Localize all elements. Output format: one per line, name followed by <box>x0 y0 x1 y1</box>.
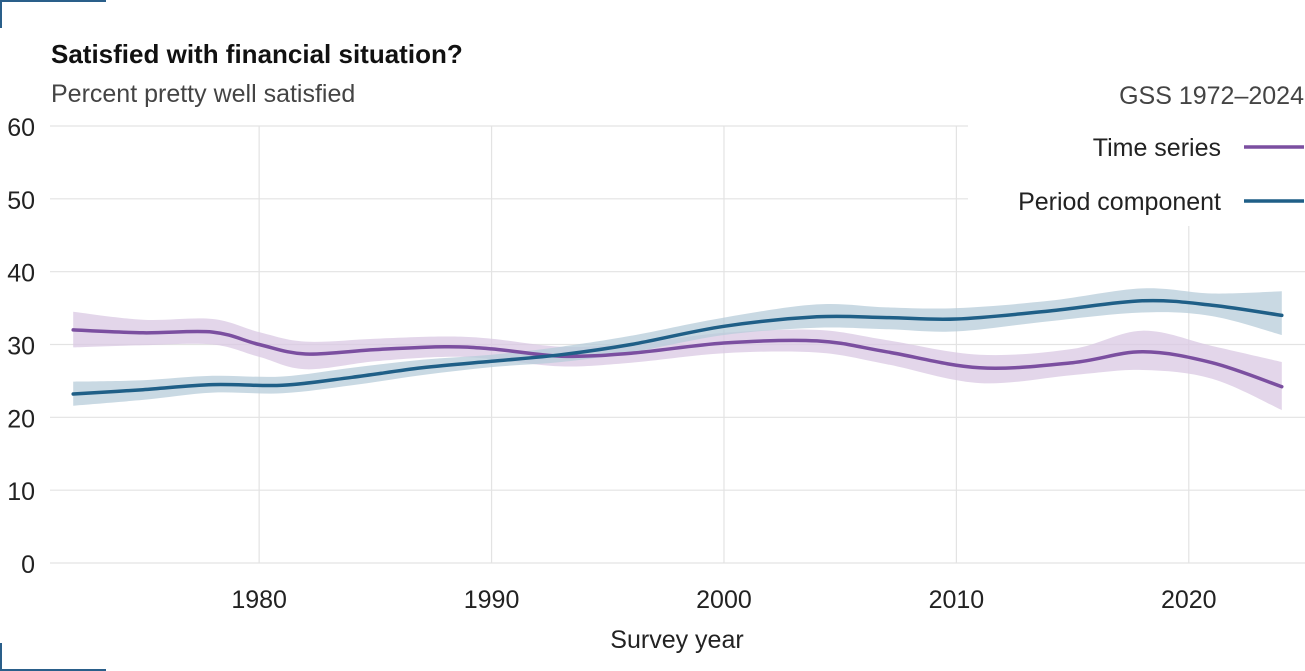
y-tick-label: 0 <box>21 551 35 579</box>
y-tick-label: 50 <box>7 187 35 215</box>
y-tick-label: 10 <box>7 478 35 506</box>
chart-subtitle: Percent pretty well satisfied <box>51 80 355 108</box>
x-tick-label: 2010 <box>929 586 985 614</box>
y-tick-label: 20 <box>7 405 35 433</box>
axes: 0 10 20 30 40 50 60 1980 1990 2000 2010 2020 <box>7 114 1216 614</box>
corner-mark-bottom-vertical <box>0 643 2 671</box>
y-tick-label: 30 <box>7 333 35 361</box>
x-tick-label: 1980 <box>231 586 287 614</box>
series-line-2 <box>71 298 1284 396</box>
chart-title: Satisfied with financial situation? <box>51 39 463 69</box>
series-line-1 <box>71 328 1284 389</box>
source-note: GSS 1972–2024 <box>1119 82 1304 110</box>
legend: Time series Period component <box>1018 134 1304 216</box>
legend-label: Period component <box>1018 188 1221 216</box>
y-tick-label: 60 <box>7 114 35 142</box>
x-tick-label: 2000 <box>696 586 752 614</box>
legend-label: Time series <box>1093 134 1221 162</box>
x-axis-label: Survey year <box>610 626 743 654</box>
x-tick-label: 1990 <box>464 586 520 614</box>
corner-mark-top-vertical <box>0 0 2 28</box>
series-lines <box>71 298 1284 396</box>
y-tick-label: 40 <box>7 260 35 288</box>
confidence-band-1 <box>73 311 1282 411</box>
corner-mark-bottom <box>0 669 106 671</box>
x-tick-label: 2020 <box>1161 586 1217 614</box>
corner-mark-top <box>0 0 106 2</box>
